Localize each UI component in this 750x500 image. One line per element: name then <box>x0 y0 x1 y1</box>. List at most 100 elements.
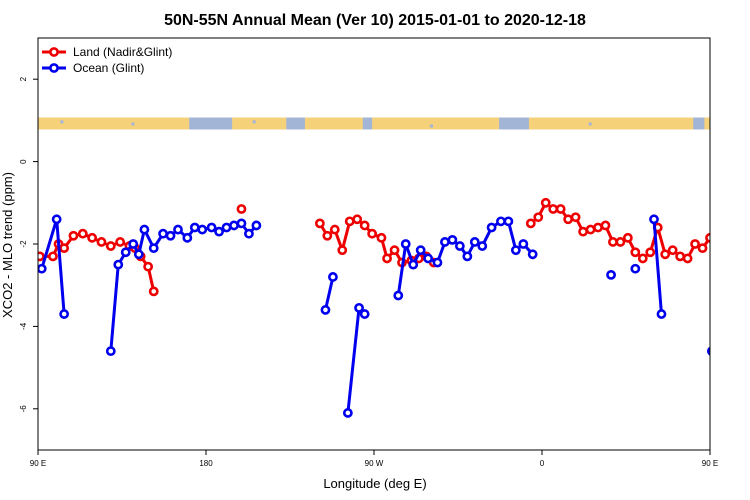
data-point <box>173 224 183 235</box>
land-band <box>528 117 694 130</box>
data-point <box>393 290 404 301</box>
data-point <box>158 228 168 239</box>
series-line <box>652 219 663 315</box>
y-tick-label: 0 <box>19 159 28 164</box>
data-point <box>440 237 450 247</box>
data-point <box>736 242 743 249</box>
chart-title: 50N-55N Annual Mean (Ver 10) 2015-01-01 … <box>164 12 586 29</box>
data-point <box>578 226 588 237</box>
data-point <box>59 243 70 254</box>
data-point <box>462 251 473 262</box>
data-point <box>454 241 465 251</box>
data-point <box>120 247 131 258</box>
series-line <box>712 230 750 352</box>
x-tick-label: 90 E <box>30 459 46 468</box>
data-point <box>189 222 200 233</box>
data-point <box>376 232 387 243</box>
data-point <box>656 309 667 319</box>
y-tick-label: -2 <box>19 240 28 248</box>
data-point <box>615 237 626 247</box>
data-point <box>389 245 400 256</box>
data-point <box>214 226 224 237</box>
ocean-speck <box>252 120 256 124</box>
land-band <box>304 117 363 130</box>
data-point <box>320 305 331 315</box>
data-point <box>738 249 745 256</box>
data-point <box>721 234 728 241</box>
data-point <box>432 257 443 268</box>
land-band <box>232 117 287 130</box>
x-tick-label: 90 W <box>365 459 384 468</box>
data-point <box>731 240 738 247</box>
series-line <box>324 276 335 311</box>
data-point <box>649 214 659 225</box>
data-point <box>563 214 574 225</box>
data-point <box>206 222 217 233</box>
data-point <box>38 251 45 262</box>
y-axis-label: XCO2 - MLO trend (ppm) <box>0 172 15 318</box>
data-point <box>527 249 538 260</box>
x-tick-label: 90 E <box>702 459 718 468</box>
data-point <box>744 238 750 245</box>
data-point <box>251 220 262 231</box>
data-point <box>682 253 693 264</box>
data-point <box>408 259 419 270</box>
data-point <box>59 309 70 319</box>
land-band <box>38 117 190 130</box>
data-point <box>660 249 671 260</box>
data-point <box>447 234 458 245</box>
series-layer <box>38 197 750 418</box>
data-point <box>606 269 616 280</box>
data-point <box>714 230 721 237</box>
data-point <box>630 247 641 258</box>
data-point <box>328 272 338 282</box>
data-point <box>697 243 708 254</box>
data-point <box>729 236 736 243</box>
data-point <box>510 245 521 256</box>
ocean-speck <box>131 122 135 126</box>
data-point <box>746 226 750 233</box>
data-point <box>51 214 62 225</box>
x-axis: 90 E 180 90 W 0 90 E <box>30 450 718 468</box>
data-point <box>221 222 232 233</box>
data-point <box>637 253 648 264</box>
y-tick-label: -6 <box>19 405 28 413</box>
data-point <box>236 218 247 229</box>
data-point <box>87 232 98 243</box>
data-point <box>593 222 603 233</box>
legend-item: Land (Nadir&Glint) <box>42 45 172 59</box>
legend-label: Ocean (Glint) <box>73 61 144 75</box>
data-point <box>115 237 126 247</box>
data-point <box>705 232 710 243</box>
data-point <box>600 220 611 231</box>
data-point <box>548 204 559 214</box>
legend-marker <box>49 63 59 73</box>
data-point <box>486 222 497 233</box>
data-point <box>344 216 355 227</box>
data-point <box>706 346 710 356</box>
data-point <box>359 220 370 231</box>
data-point <box>645 247 656 258</box>
data-point <box>148 243 159 254</box>
data-point <box>525 218 536 229</box>
data-point <box>540 197 551 208</box>
data-point <box>314 218 325 229</box>
data-point <box>359 309 370 319</box>
data-point <box>105 346 116 357</box>
data-point <box>143 261 154 272</box>
data-point <box>236 204 247 214</box>
data-point <box>244 228 254 239</box>
data-point <box>382 253 392 264</box>
data-point <box>622 232 633 243</box>
data-point <box>148 286 159 297</box>
data-point <box>367 228 378 239</box>
ocean-speck <box>588 122 592 126</box>
data-point <box>630 263 641 274</box>
x-axis-label: Longitude (deg E) <box>323 476 426 491</box>
data-point <box>182 232 193 243</box>
data-point <box>585 224 596 235</box>
x-tick-label: 180 <box>199 459 213 468</box>
land-band <box>372 117 500 130</box>
data-point <box>555 204 566 214</box>
